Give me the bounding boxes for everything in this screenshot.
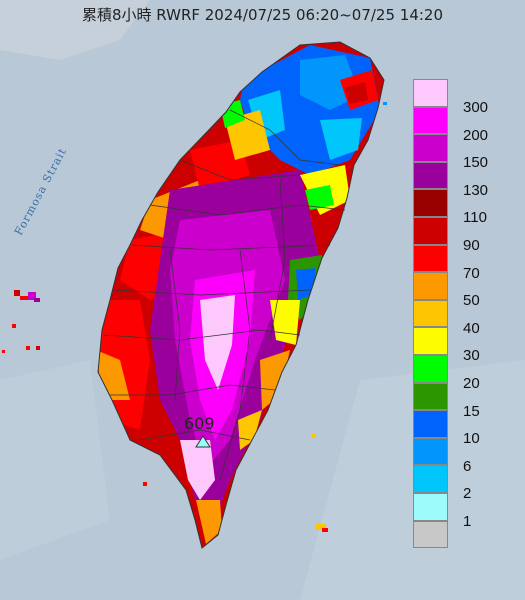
legend-row: 1 — [413, 492, 513, 530]
legend-swatch — [413, 492, 448, 521]
legend-label: 50 — [463, 292, 480, 310]
legend-label: 20 — [463, 374, 480, 392]
legend-row: 15 — [413, 382, 513, 420]
legend-swatch — [413, 161, 448, 190]
map-title: 累積8小時 RWRF 2024/07/25 06:20~07/25 14:20 — [81, 6, 444, 24]
legend-label: 15 — [463, 402, 480, 420]
legend-row: 10 — [413, 410, 513, 447]
legend-swatch — [413, 244, 448, 273]
legend-swatch — [413, 79, 448, 107]
legend-swatch — [413, 272, 448, 300]
legend-swatch — [413, 106, 448, 135]
legend-row: 150 — [413, 134, 513, 171]
legend-swatch — [413, 189, 448, 217]
legend-row: 90 — [413, 216, 513, 254]
legend-row: 110 — [413, 189, 513, 226]
county-boundaries — [97, 41, 385, 549]
max-rainfall-marker — [195, 435, 211, 448]
rainfall-legend: 300 200 150 130 110 90 70 50 40 30 20 15 10 6 2 1 — [413, 79, 513, 549]
legend-row: 200 — [413, 106, 513, 144]
legend-swatch — [413, 299, 448, 328]
legend-row — [413, 520, 513, 549]
legend-label: 150 — [463, 154, 489, 172]
legend-label: 30 — [463, 347, 480, 365]
legend-label: 1 — [463, 512, 472, 530]
legend-row: 6 — [413, 437, 513, 475]
legend-swatch — [413, 354, 448, 383]
legend-label: 110 — [463, 209, 487, 227]
legend-swatch — [413, 465, 448, 493]
legend-label: 200 — [463, 126, 489, 144]
legend-label: 40 — [463, 319, 480, 337]
legend-label: 70 — [463, 264, 480, 282]
legend-row: 70 — [413, 244, 513, 282]
legend-label: 130 — [463, 181, 489, 199]
legend-label: 10 — [463, 430, 480, 448]
legend-row: 300 — [413, 79, 513, 116]
legend-row: 2 — [413, 465, 513, 502]
legend-swatch — [413, 327, 448, 355]
legend-label: 90 — [463, 236, 480, 254]
legend-swatch — [413, 216, 448, 245]
legend-swatch — [413, 410, 448, 438]
legend-swatch — [413, 520, 448, 549]
legend-swatch — [413, 437, 448, 466]
max-rainfall-value: 609 — [184, 414, 215, 433]
legend-row: 40 — [413, 299, 513, 337]
legend-row: 30 — [413, 327, 513, 364]
legend-swatch — [413, 134, 448, 162]
legend-swatch — [413, 382, 448, 411]
legend-row: 130 — [413, 161, 513, 199]
legend-row: 50 — [413, 272, 513, 309]
legend-row: 20 — [413, 354, 513, 392]
legend-label: 6 — [463, 457, 472, 475]
legend-label: 300 — [463, 99, 489, 116]
legend-label: 2 — [463, 485, 472, 503]
